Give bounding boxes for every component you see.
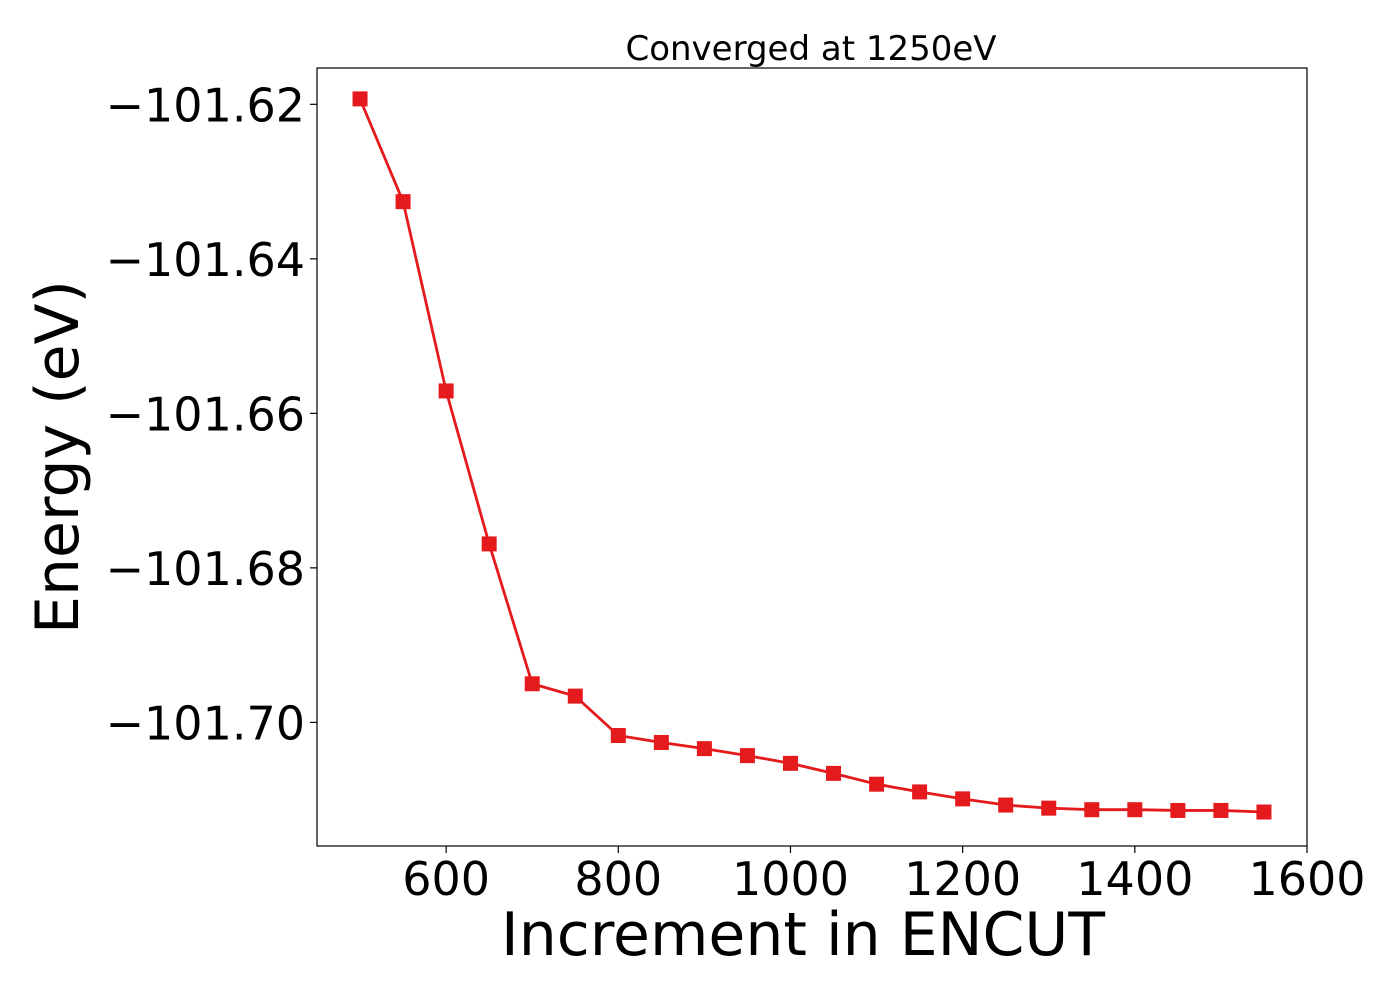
data-point-marker bbox=[782, 755, 798, 771]
x-tick-label: 1000 bbox=[732, 852, 849, 906]
plot-area-frame bbox=[316, 67, 1308, 847]
data-point-marker bbox=[869, 776, 885, 792]
data-point-marker bbox=[739, 748, 755, 764]
data-point-marker bbox=[438, 383, 454, 399]
data-point-marker bbox=[567, 688, 583, 704]
x-axis-ticks: 600 800 1000 1200 1400 1600 bbox=[402, 846, 1366, 906]
data-point-marker bbox=[1041, 800, 1057, 816]
data-point-marker bbox=[481, 536, 497, 552]
y-tick-label: −101.66 bbox=[106, 387, 306, 441]
y-tick-label: −101.70 bbox=[106, 696, 306, 750]
x-tick-label: 800 bbox=[574, 852, 662, 906]
data-point-marker bbox=[352, 91, 368, 107]
data-point-marker bbox=[610, 728, 626, 744]
y-tick-label: −101.64 bbox=[106, 233, 306, 287]
x-tick-label: 1400 bbox=[1076, 852, 1193, 906]
data-point-marker bbox=[826, 765, 842, 781]
series-layer bbox=[352, 91, 1272, 820]
data-point-marker bbox=[912, 784, 928, 800]
data-point-marker bbox=[998, 797, 1014, 813]
data-point-marker bbox=[1127, 802, 1143, 818]
y-tick-label: −101.68 bbox=[106, 542, 306, 596]
data-point-marker bbox=[1213, 802, 1229, 818]
data-point-marker bbox=[955, 791, 971, 807]
x-tick-label: 600 bbox=[402, 852, 490, 906]
y-axis-label: Energy (eV) bbox=[23, 280, 93, 634]
data-point-marker bbox=[524, 676, 540, 692]
y-axis-ticks: −101.62 −101.64 −101.66 −101.68 −101.70 bbox=[106, 78, 317, 750]
series-line bbox=[358, 98, 1265, 814]
data-point-marker bbox=[653, 734, 669, 750]
y-tick-label: −101.62 bbox=[106, 78, 306, 132]
data-point-marker bbox=[395, 194, 411, 210]
x-tick-label: 1600 bbox=[1248, 852, 1365, 906]
data-point-marker bbox=[1084, 802, 1100, 818]
x-axis-label: Increment in ENCUT bbox=[501, 900, 1105, 970]
data-point-marker bbox=[696, 741, 712, 757]
data-point-marker bbox=[1256, 804, 1272, 820]
x-tick-label: 1200 bbox=[904, 852, 1021, 906]
data-point-marker bbox=[1170, 802, 1186, 818]
chart-title: Converged at 1250eV bbox=[625, 29, 996, 69]
